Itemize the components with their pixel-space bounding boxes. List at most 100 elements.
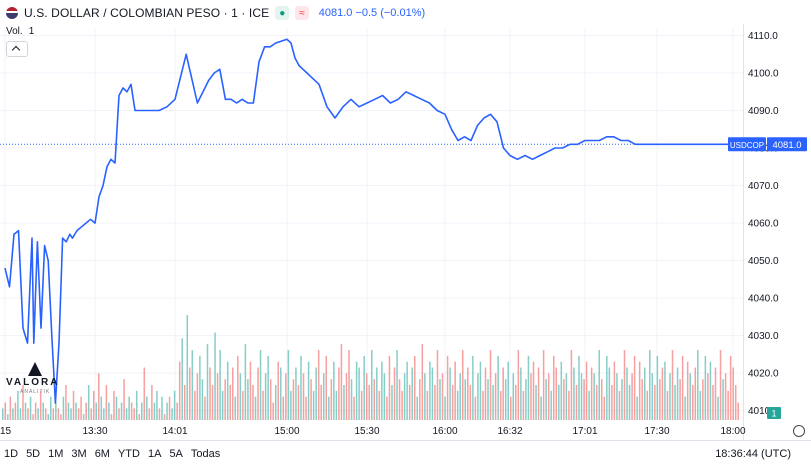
- volume-bar: [143, 367, 146, 420]
- volume-bar: [623, 350, 626, 420]
- volume-bar: [707, 373, 709, 420]
- volume-bar: [522, 390, 525, 420]
- volume-bar: [123, 379, 125, 420]
- volume-bar: [85, 402, 87, 420]
- timeframe-1m[interactable]: 1M: [48, 448, 64, 460]
- volume-bar: [558, 385, 560, 420]
- volume-bar: [280, 367, 282, 420]
- volume-bar: [712, 385, 714, 420]
- volume-bar: [600, 379, 603, 420]
- volume-bar: [411, 367, 413, 420]
- volume-bar: [689, 373, 691, 420]
- volume-bar: [189, 367, 191, 420]
- volume-bar: [211, 385, 214, 420]
- volume-legend: Vol. 1: [6, 26, 34, 37]
- volume-bar: [570, 350, 573, 420]
- volume-bar: [322, 373, 325, 420]
- volume-bar: [646, 390, 649, 420]
- volume-bar: [252, 385, 254, 420]
- volume-bar: [267, 355, 269, 420]
- volume-bar: [507, 361, 509, 420]
- x-tick-label: 13:30: [82, 426, 107, 437]
- symbol-title[interactable]: U.S. DOLLAR / COLOMBIAN PESO · 1 · ICE: [24, 6, 270, 20]
- settings-gear-icon[interactable]: [793, 425, 805, 437]
- timeframe-1d[interactable]: 1D: [4, 448, 19, 460]
- timeframe-ytd[interactable]: YTD: [117, 448, 140, 460]
- volume-bar: [494, 373, 497, 420]
- volume-bar: [482, 390, 484, 420]
- volume-bar: [135, 390, 138, 420]
- volume-bar: [636, 396, 638, 420]
- volume-value: 1: [28, 26, 35, 37]
- volume-bar: [421, 344, 424, 420]
- volume-bar: [368, 385, 370, 420]
- volume-bar: [441, 373, 444, 420]
- volume-bar: [628, 385, 631, 420]
- volume-bar: [419, 379, 421, 420]
- volume-bar: [130, 402, 133, 420]
- volume-bar: [307, 361, 310, 420]
- volume-bar: [55, 402, 57, 420]
- y-tick-label: 4110.0: [748, 31, 778, 42]
- volume-bar: [67, 402, 70, 420]
- volume-bar: [560, 361, 563, 420]
- timeframe-5d[interactable]: 5D: [26, 448, 41, 460]
- volume-bar: [649, 350, 651, 420]
- timeframe-6m[interactable]: 6M: [94, 448, 110, 460]
- timeframe-5a[interactable]: 5A: [169, 448, 183, 460]
- timeframe-1a[interactable]: 1A: [147, 448, 162, 460]
- volume-bar: [363, 355, 365, 420]
- volume-bar: [242, 390, 244, 420]
- volume-bar: [391, 385, 393, 420]
- volume-bar: [262, 390, 264, 420]
- volume-bar: [446, 355, 449, 420]
- volume-bar: [530, 373, 532, 420]
- volume-bar: [163, 414, 166, 420]
- volume-bar: [606, 355, 608, 420]
- volume-bar: [325, 355, 328, 420]
- volume-bar: [108, 402, 110, 420]
- quote-values: 4081.0 −0.5 (−0.01%): [318, 7, 426, 19]
- volume-bar: [65, 385, 67, 420]
- volume-bar: [489, 350, 492, 420]
- utc-clock[interactable]: 18:36:44 (UTC): [715, 448, 791, 460]
- volume-bar: [386, 396, 388, 420]
- delay-badge[interactable]: ≈: [295, 6, 309, 20]
- watermark-sub: ANALITIK: [20, 389, 51, 395]
- volume-bar: [654, 385, 656, 420]
- volume-bar: [285, 373, 287, 420]
- volume-bar: [565, 373, 568, 420]
- timeframe-3m[interactable]: 3M: [71, 448, 87, 460]
- volume-bar: [158, 408, 161, 420]
- x-tick-label: 17:30: [644, 426, 669, 437]
- volume-bar: [358, 367, 360, 420]
- volume-bar: [545, 379, 547, 420]
- volume-bar: [100, 396, 103, 420]
- collapse-legend-button[interactable]: [6, 41, 28, 57]
- x-tick-label: 17:01: [572, 426, 597, 437]
- volume-bar: [664, 361, 666, 420]
- timeframe-todas[interactable]: Todas: [190, 448, 221, 460]
- volume-bar: [125, 408, 128, 420]
- market-status-badge[interactable]: ●: [275, 6, 290, 20]
- volume-bar: [439, 379, 441, 420]
- volume-bar: [161, 396, 163, 420]
- volume-bar: [487, 379, 489, 420]
- volume-bar: [110, 414, 113, 420]
- volume-bar: [328, 396, 330, 420]
- volume-bar: [719, 350, 722, 420]
- volume-bar: [229, 385, 231, 420]
- symbol-tag: [728, 137, 766, 152]
- volume-bar: [274, 385, 277, 420]
- volume-bar: [17, 390, 19, 420]
- volume-bar: [120, 402, 123, 420]
- volume-bar: [527, 355, 530, 420]
- volume-bar: [588, 390, 590, 420]
- x-tick-label: 15:30: [354, 426, 379, 437]
- volume-bar: [168, 396, 171, 420]
- volume-bar: [681, 355, 684, 420]
- volume-bar: [103, 408, 105, 420]
- volume-bar: [563, 379, 565, 420]
- volume-bar: [729, 355, 732, 420]
